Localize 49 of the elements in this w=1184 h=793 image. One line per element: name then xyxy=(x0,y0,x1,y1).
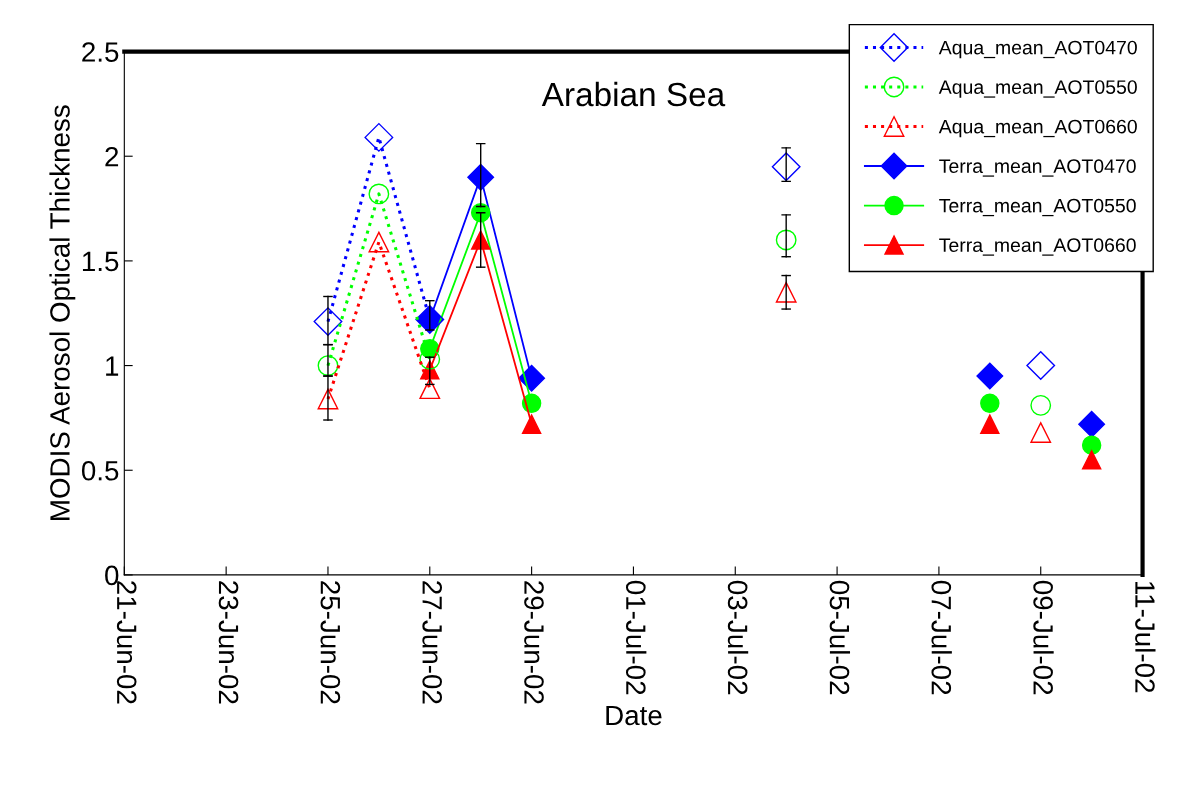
point xyxy=(976,362,1004,390)
x-tick-label: 21-Jun-02 xyxy=(116,581,137,704)
x-tick-label: 07-Jul-02 xyxy=(931,580,952,695)
point xyxy=(313,307,343,337)
legend-label: Terra_mean_AOT0550 xyxy=(939,198,1136,217)
x-tick-label: 01-Jul-02 xyxy=(625,580,647,695)
point xyxy=(1030,422,1052,443)
y-tick-label: 2 xyxy=(105,146,119,167)
legend-label: Aqua_mean_AOT0550 xyxy=(938,80,1137,98)
legend-label: Terra_mean_AOT0470 xyxy=(939,159,1136,177)
point xyxy=(980,414,1000,434)
x-tick-label: 27-Jun-02 xyxy=(422,581,443,704)
point xyxy=(771,152,801,182)
y-axis-title: MODIS Aerosol Optical Thickness xyxy=(49,105,76,520)
x-tick-label: 09-Jul-02 xyxy=(1033,580,1054,695)
y-tick-label: 1.5 xyxy=(82,251,119,272)
point xyxy=(1081,435,1102,455)
x-axis-title: Date xyxy=(606,705,662,726)
y-tick-label: 1 xyxy=(106,356,119,376)
point xyxy=(775,281,797,303)
point xyxy=(775,229,797,251)
point xyxy=(518,364,546,392)
point xyxy=(1078,410,1106,438)
point xyxy=(368,231,390,253)
legend-label: Aqua_mean_AOT0470 xyxy=(938,40,1137,59)
x-tick-label: 23-Jun-02 xyxy=(218,581,239,704)
text: Arabian Sea xyxy=(541,81,726,107)
legend-label: Terra_mean_AOT0660 xyxy=(939,238,1136,256)
x-tick-label: 29-Jun-02 xyxy=(524,581,544,704)
point xyxy=(980,393,1000,413)
point xyxy=(467,163,495,191)
y-tick-label: 2.5 xyxy=(82,42,119,62)
point xyxy=(368,183,390,205)
point xyxy=(364,122,394,152)
point xyxy=(1030,394,1052,416)
x-tick-label: 05-Jul-02 xyxy=(829,580,851,695)
point xyxy=(1026,351,1056,381)
point xyxy=(521,414,542,434)
point xyxy=(317,355,339,376)
legend-label: Aqua_mean_AOT0660 xyxy=(938,119,1137,138)
point xyxy=(419,378,441,400)
y-tick-label: 0 xyxy=(105,565,119,586)
x-tick-label: 25-Jun-02 xyxy=(320,581,341,704)
y-tick-label: 0.5 xyxy=(81,460,119,481)
x-tick-label: 11-Jul-02 xyxy=(1135,581,1156,693)
point xyxy=(419,348,441,370)
point xyxy=(317,388,339,410)
x-tick-label: 03-Jul-02 xyxy=(727,580,749,695)
point xyxy=(1081,450,1102,470)
